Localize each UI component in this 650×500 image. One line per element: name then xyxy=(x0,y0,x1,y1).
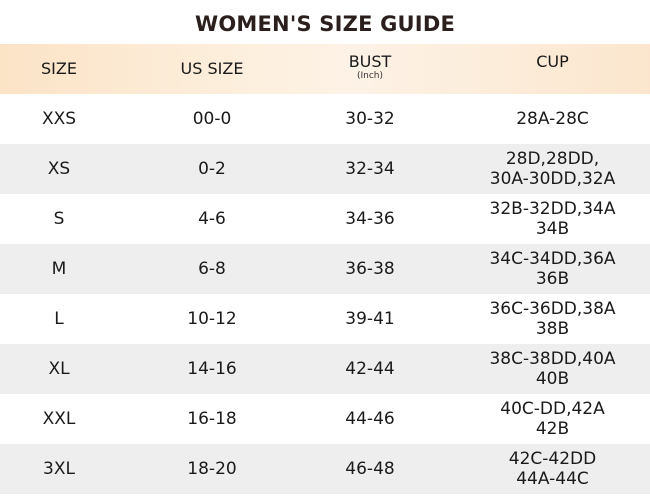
cup-line: 34B xyxy=(535,219,570,239)
table-header: SIZE US SIZE BUST (Inch) CUP xyxy=(0,44,650,94)
table-row: XL 14-16 42-44 38C-38DD,40A 40B xyxy=(0,344,650,394)
cup-line: 44A-44C xyxy=(516,469,589,489)
bust-cell: 46-48 xyxy=(345,459,395,479)
table-row: S 4-6 34-36 32B-32DD,34A 34B xyxy=(0,194,650,244)
page-title: WOMEN'S SIZE GUIDE xyxy=(195,12,455,36)
size-cell: S xyxy=(53,209,65,229)
cup-cell: 36C-36DD,38A 38B xyxy=(455,294,650,344)
cup-cell: 28A-28C xyxy=(455,94,650,144)
us-size-cell: 14-16 xyxy=(187,359,237,379)
bust-cell: 44-46 xyxy=(345,409,395,429)
size-guide-table: SIZE US SIZE BUST (Inch) CUP XXS 00-0 30… xyxy=(0,44,650,494)
size-cell: XS xyxy=(47,159,71,179)
cup-line: 42B xyxy=(535,419,570,439)
cup-line: 34C-34DD,36A xyxy=(489,249,616,269)
cup-line: 40C-DD,42A xyxy=(500,399,605,419)
size-cell: XXS xyxy=(41,109,77,129)
cup-line: 30A-30DD,32A xyxy=(489,169,616,189)
us-size-cell: 10-12 xyxy=(187,309,237,329)
header-bust: BUST (Inch) xyxy=(310,42,430,92)
cup-line: 28D,28DD, xyxy=(505,149,600,169)
size-cell: 3XL xyxy=(43,459,75,479)
us-size-cell: 0-2 xyxy=(198,159,226,179)
us-size-cell: 4-6 xyxy=(198,209,226,229)
cup-line: 28A-28C xyxy=(516,109,589,129)
bust-cell: 42-44 xyxy=(345,359,395,379)
cup-line: 40B xyxy=(535,369,570,389)
cup-line: 36B xyxy=(535,269,570,289)
bust-cell: 32-34 xyxy=(345,159,395,179)
table-row: 3XL 18-20 46-48 42C-42DD 44A-44C xyxy=(0,444,650,494)
cup-cell: 32B-32DD,34A 34B xyxy=(455,194,650,244)
bust-cell: 36-38 xyxy=(345,259,395,279)
cup-cell: 38C-38DD,40A 40B xyxy=(455,344,650,394)
size-cell: XXL xyxy=(42,409,76,429)
header-bust-unit: (Inch) xyxy=(356,71,384,81)
cup-line: 36C-36DD,38A xyxy=(489,299,616,319)
table-row: XS 0-2 32-34 28D,28DD, 30A-30DD,32A xyxy=(0,144,650,194)
header-bust-label: BUST xyxy=(348,52,392,71)
header-cup: CUP xyxy=(536,52,569,71)
us-size-cell: 00-0 xyxy=(192,109,232,129)
cup-cell: 42C-42DD 44A-44C xyxy=(455,444,650,494)
cup-line: 38C-38DD,40A xyxy=(489,349,616,369)
size-cell: L xyxy=(54,309,64,329)
us-size-cell: 16-18 xyxy=(187,409,237,429)
bust-cell: 39-41 xyxy=(345,309,395,329)
us-size-cell: 6-8 xyxy=(198,259,226,279)
bust-cell: 34-36 xyxy=(345,209,395,229)
header-us-size: US SIZE xyxy=(180,59,244,78)
us-size-cell: 18-20 xyxy=(187,459,237,479)
bust-cell: 30-32 xyxy=(345,109,395,129)
header-size: SIZE xyxy=(41,59,77,78)
size-cell: XL xyxy=(48,359,70,379)
cup-line: 42C-42DD xyxy=(508,449,597,469)
cup-line: 32B-32DD,34A xyxy=(489,199,616,219)
table-row: M 6-8 36-38 34C-34DD,36A 36B xyxy=(0,244,650,294)
cup-line: 38B xyxy=(535,319,570,339)
cup-cell: 34C-34DD,36A 36B xyxy=(455,244,650,294)
table-row: L 10-12 39-41 36C-36DD,38A 38B xyxy=(0,294,650,344)
cup-cell: 28D,28DD, 30A-30DD,32A xyxy=(455,144,650,194)
size-cell: M xyxy=(51,259,67,279)
table-row: XXL 16-18 44-46 40C-DD,42A 42B xyxy=(0,394,650,444)
cup-cell: 40C-DD,42A 42B xyxy=(455,394,650,444)
table-row: XXS 00-0 30-32 28A-28C xyxy=(0,94,650,144)
